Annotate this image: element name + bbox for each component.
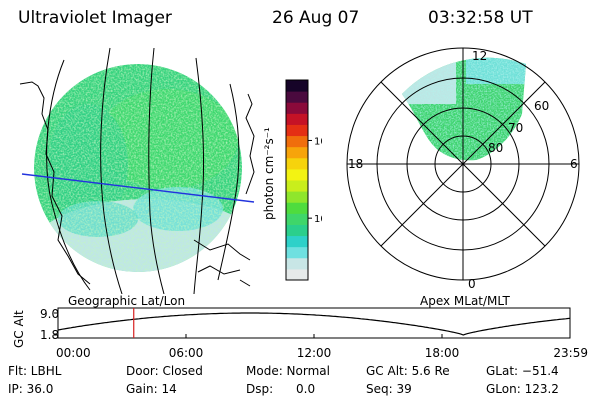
orbit-altitude-plot: 00:00 06:00 12:00 18:00 23:59 9.0 1.8 <box>40 307 588 360</box>
orbit-plot-frame <box>57 307 571 339</box>
mlt-label-0: 0 <box>468 277 476 291</box>
mlat-label-60: 60 <box>534 99 549 113</box>
color-bar-label: photon cm⁻²s⁻¹ <box>262 127 276 220</box>
color-bar-step <box>286 124 308 137</box>
mlat-label-70: 70 <box>508 121 523 135</box>
orbit-ytick-top: 9.0 <box>40 307 59 321</box>
color-bar-ticks: 100 10 <box>308 136 322 225</box>
orbit-x-tick-label: 00:00 <box>56 346 91 360</box>
orbit-x-tick-label: 06:00 <box>169 346 204 360</box>
color-bar-step <box>286 80 308 92</box>
mlt-label-6: 6 <box>570 157 578 171</box>
geo-longitude-status: GLon: 123.2 <box>486 382 559 396</box>
color-bar-step <box>286 257 308 270</box>
polar-aurora-image <box>402 57 526 161</box>
polar-image-panel: 12 18 6 0 60 70 80 <box>346 47 580 291</box>
ip-status: IP: 36.0 <box>8 382 54 396</box>
orbit-x-tick-label: 23:59 <box>553 346 588 360</box>
color-bar-scale <box>286 80 308 281</box>
mlat-label-80: 80 <box>488 141 503 155</box>
color-bar-step <box>286 213 308 225</box>
date-label: 26 Aug 07 <box>272 8 360 28</box>
color-bar: 100 10 <box>285 79 322 281</box>
orbit-ytick-bottom: 1.8 <box>40 328 59 342</box>
color-bar-tick-label: 10 <box>314 214 322 225</box>
filter-status: Flt: LBHL <box>8 364 62 378</box>
color-bar-step <box>286 135 308 148</box>
color-bar-step <box>286 113 308 125</box>
dsp-status: Dsp: 0.0 <box>246 382 316 396</box>
time-label: 03:32:58 UT <box>428 8 533 28</box>
orbit-plot-x-ticks: 00:00 06:00 12:00 18:00 23:59 <box>56 334 588 360</box>
color-bar-step <box>286 91 308 103</box>
color-bar-step <box>286 102 308 114</box>
instrument-title: Ultraviolet Imager <box>18 8 172 28</box>
color-bar-step <box>286 191 308 203</box>
color-bar-tick-label: 100 <box>314 136 322 147</box>
orbit-plot-ylabel: GC Alt <box>12 310 26 348</box>
color-bar-step <box>286 224 308 237</box>
color-bar-step <box>286 246 308 259</box>
mlt-label-18: 18 <box>348 157 363 171</box>
color-bar-frame <box>285 79 309 281</box>
color-bar-step <box>286 168 308 181</box>
sequence-status: Seq: 39 <box>366 382 412 396</box>
color-bar-step <box>286 157 308 170</box>
aurora-image <box>34 64 242 272</box>
color-bar-step <box>286 180 308 192</box>
coastline-overlay <box>19 81 255 287</box>
geo-latitude-status: GLat: −51.4 <box>486 364 559 378</box>
color-bar-step <box>286 268 308 281</box>
color-bar-step <box>286 202 308 214</box>
orbit-track-line <box>21 173 255 203</box>
orbit-x-tick-label: 18:00 <box>425 346 460 360</box>
geographic-image-panel <box>19 47 255 294</box>
orbit-altitude-curve <box>57 312 571 336</box>
mlt-label-12: 12 <box>472 49 487 63</box>
polar-grid <box>346 47 580 281</box>
color-bar-step <box>286 146 308 159</box>
door-status: Door: Closed <box>126 364 203 378</box>
graticule-overlay <box>46 47 240 294</box>
gc-altitude-status: GC Alt: 5.6 Re <box>366 364 450 378</box>
color-bar-step <box>286 235 308 248</box>
polar-panel-label: Apex MLat/MLT <box>420 294 510 308</box>
orbit-x-tick-label: 12:00 <box>297 346 332 360</box>
gain-status: Gain: 14 <box>126 382 177 396</box>
mode-status: Mode: Normal <box>246 364 330 378</box>
geographic-panel-label: Geographic Lat/Lon <box>68 294 186 308</box>
